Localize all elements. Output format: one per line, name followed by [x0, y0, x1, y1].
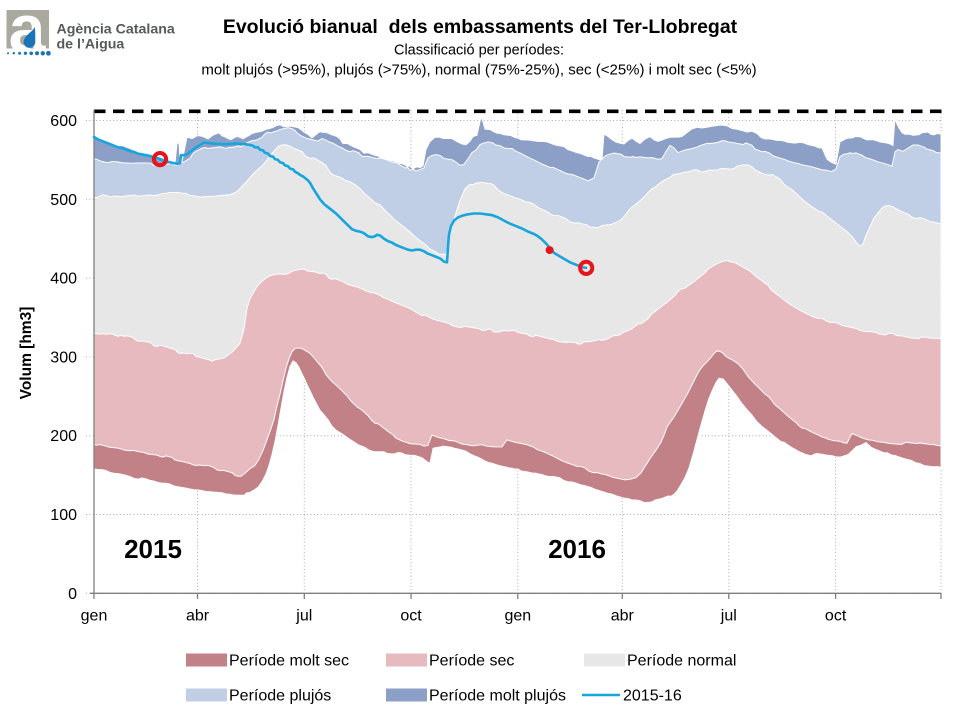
svg-text:400: 400: [50, 271, 77, 288]
svg-text:Classificació per períodes:: Classificació per períodes:: [394, 43, 564, 59]
svg-text:500: 500: [50, 192, 77, 209]
svg-text:molt plujós (>95%), plujós (>7: molt plujós (>95%), plujós (>75%), norma…: [201, 62, 756, 79]
svg-text:Agència Catalana: Agència Catalana: [57, 22, 175, 38]
svg-text:de l’Aigua: de l’Aigua: [57, 37, 125, 53]
svg-text:Període normal: Període normal: [627, 653, 736, 670]
svg-text:200: 200: [50, 428, 77, 445]
svg-text:abr: abr: [611, 608, 635, 625]
svg-text:jul: jul: [295, 608, 312, 625]
svg-text:a: a: [9, 0, 47, 65]
svg-text:Període molt plujós: Període molt plujós: [429, 688, 566, 705]
svg-text:600: 600: [50, 113, 77, 130]
svg-text:gen: gen: [81, 608, 108, 625]
svg-text:Període molt sec: Període molt sec: [229, 653, 349, 670]
svg-text:jul: jul: [720, 608, 737, 625]
svg-text:gen: gen: [504, 608, 531, 625]
svg-text:100: 100: [50, 507, 77, 524]
svg-text:oct: oct: [825, 608, 847, 625]
svg-text:0: 0: [68, 586, 77, 603]
svg-text:2015-16: 2015-16: [623, 688, 682, 705]
svg-text:Evolució bianual dels embassa: Evolució bianual dels embassaments del T…: [223, 16, 738, 38]
svg-text:2015: 2015: [124, 534, 182, 564]
svg-text:Volum [hm3]: Volum [hm3]: [18, 307, 35, 400]
svg-text:Període sec: Període sec: [429, 653, 514, 670]
svg-text:abr: abr: [186, 608, 210, 625]
svg-text:Període plujós: Període plujós: [229, 688, 331, 705]
svg-text:300: 300: [50, 349, 77, 366]
svg-text:oct: oct: [400, 608, 422, 625]
svg-text:2016: 2016: [548, 534, 606, 564]
